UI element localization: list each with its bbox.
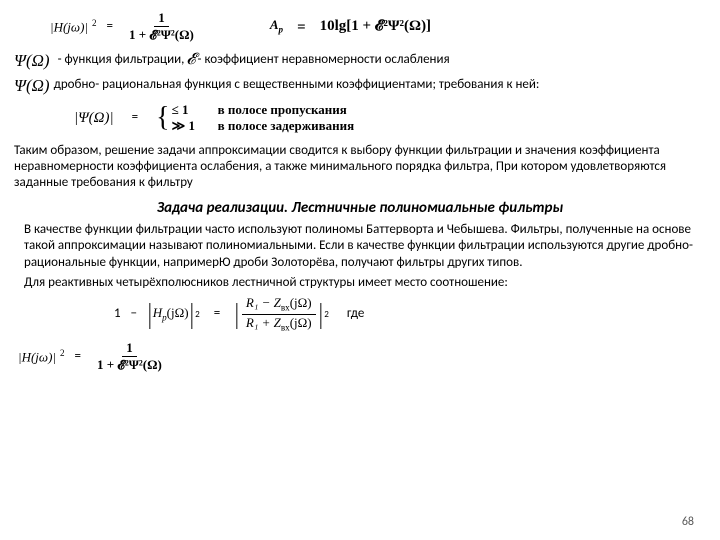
def-text-2: дробно- рациональная функция с веществен…	[54, 77, 540, 93]
eq3-rbar: |	[189, 297, 193, 332]
eq4-lhs: |H(jω)|2	[18, 348, 65, 366]
equation-row-1: |H(jω)|2 = 1 1 + 𝓔²Ψ²(Ω) Ap = 10lg[1 + 𝓔…	[50, 10, 706, 44]
eq3-eq: =	[214, 306, 220, 322]
brace-icon: {	[156, 107, 169, 129]
eq2-cases-group: { ≤ 1в полосе пропускания ≫ 1в полосе за…	[156, 102, 356, 135]
equation-row-3: 1 − | Hp(jΩ) | 2 = | R₁ − Zвх(jΩ) R₁ + Z…	[114, 295, 706, 334]
paragraph-1: Таким образом, решение задачи аппроксима…	[14, 143, 706, 192]
eq3-hp: Hp(jΩ)	[153, 305, 189, 324]
eq3-sq1: 2	[195, 309, 200, 320]
eps-symbol: 𝓔	[186, 50, 195, 70]
eq3-where: где	[347, 306, 364, 322]
eq1-equals: =	[107, 19, 113, 35]
def-text-1b: - коэффициент неравномерности ослабления	[198, 52, 450, 68]
section-heading: Задача реализации. Лестничные полиномиал…	[14, 199, 706, 218]
page-number: 68	[682, 515, 694, 530]
eq2-eq: =	[132, 110, 138, 126]
eq1-ap-eq: =	[297, 16, 305, 37]
eq1-rhs: 10lg[1 + 𝓔²Ψ²(Ω)]	[320, 17, 432, 36]
eq1-fraction: 1 1 + 𝓔²Ψ²(Ω)	[125, 10, 198, 44]
psi-symbol-1: Ψ(Ω)	[14, 50, 50, 71]
eq4-fraction: 1 1 + 𝓔²Ψ²(Ω)	[93, 340, 166, 374]
eq3-rbar2: |	[318, 297, 322, 332]
equation-cases: |Ψ(Ω)| = { ≤ 1в полосе пропускания ≫ 1в …	[74, 102, 706, 135]
eq3-sq2: 2	[324, 309, 329, 320]
def-text-1a: - функция фильтрации,	[58, 52, 185, 68]
equation-row-4: |H(jω)|2 = 1 1 + 𝓔²Ψ²(Ω)	[18, 340, 706, 374]
eq3-fraction: R₁ − Zвх(jΩ) R₁ + Zвх(jΩ)	[242, 295, 316, 334]
eq3-lbar2: |	[235, 297, 239, 332]
eq1-lhs: |H(jω)|2	[50, 18, 97, 36]
definition-line-1: Ψ(Ω) - функция фильтрации, 𝓔 - коэффицие…	[14, 50, 706, 71]
eq3-one: 1	[114, 306, 121, 322]
definition-line-2: Ψ(Ω) дробно- рациональная функция с веще…	[14, 75, 706, 96]
paragraph-2: В качестве функции фильтрации часто испо…	[24, 222, 706, 271]
eq4-eq: =	[75, 349, 81, 365]
eq1-ap: Ap	[270, 17, 283, 36]
eq3-minus: −	[131, 306, 137, 322]
paragraph-3: Для реактивных четырёхполюсников лестнич…	[24, 275, 706, 291]
eq2-lhs: |Ψ(Ω)|	[74, 109, 114, 128]
psi-symbol-2: Ψ(Ω)	[14, 75, 50, 96]
eq3-lbar: |	[148, 297, 152, 332]
